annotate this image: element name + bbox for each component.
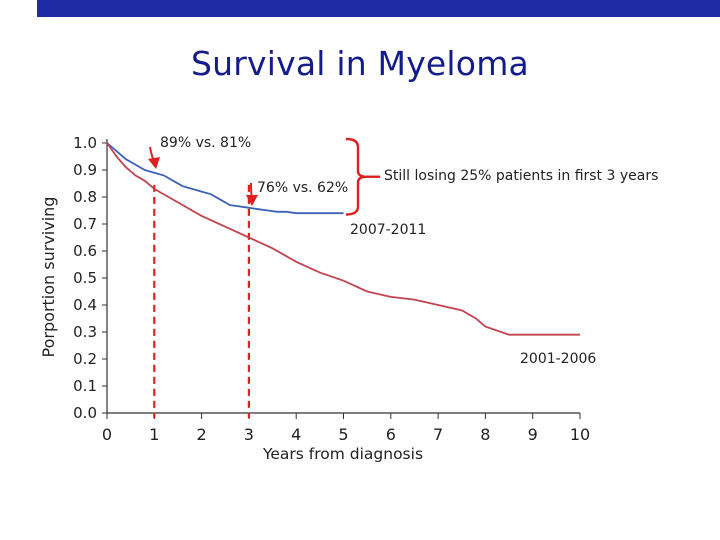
y-tick-label: 0.6 (73, 242, 97, 260)
marker-2-label: 76% vs. 62% (257, 180, 348, 196)
x-tick-label: 9 (528, 425, 538, 444)
y-tick-label: 0.3 (73, 323, 97, 341)
y-axis-label: Porportion surviving (39, 197, 58, 358)
marker-lines (153, 184, 250, 418)
top-accent-bar (37, 0, 720, 17)
y-tick-label: 0.8 (73, 188, 97, 206)
bracket-annotation: Still losing 25% patients in first 3 yea… (384, 168, 658, 184)
series-label-2007-2011: 2007-2011 (350, 222, 426, 238)
x-tick-label: 7 (433, 425, 443, 444)
x-tick-label: 2 (197, 425, 207, 444)
x-tick-label: 10 (570, 425, 590, 444)
x-tick-label: 5 (338, 425, 348, 444)
series-lines (106, 142, 580, 336)
series-line-2007-2011 (106, 142, 344, 215)
y-ticks: 0.0 0.1 0.2 0.3 0.4 0.5 0.6 0.7 0.8 0.9 1.0 (73, 134, 107, 422)
series-label-2001-2006: 2001-2006 (520, 351, 596, 367)
x-tick-label: 6 (386, 425, 396, 444)
x-axis-label: Years from diagnosis (262, 445, 423, 463)
x-tick-label: 4 (291, 425, 301, 444)
y-tick-label: 0.0 (73, 404, 97, 422)
x-tick-label: 1 (149, 425, 159, 444)
y-tick-label: 0.5 (73, 269, 97, 287)
marker-1-label: 89% vs. 81% (160, 135, 251, 151)
arrow-1-head (148, 157, 160, 169)
arrow-2-head (246, 195, 258, 206)
bracket (345, 137, 367, 216)
y-tick-label: 1.0 (73, 134, 97, 152)
chart-labels: Porportion surviving Years from diagnosi… (39, 135, 658, 463)
series-line-2001-2006 (106, 142, 580, 336)
y-tick-label: 0.1 (73, 377, 97, 395)
x-ticks: 0 1 2 3 4 5 6 7 8 9 10 (102, 413, 590, 444)
annotation-arrows (148, 137, 380, 216)
x-tick-label: 3 (244, 425, 254, 444)
x-tick-label: 8 (480, 425, 490, 444)
slide-title: Survival in Myeloma (191, 44, 529, 83)
y-tick-label: 0.9 (73, 161, 97, 179)
y-tick-label: 0.2 (73, 350, 97, 368)
y-tick-label: 0.7 (73, 215, 97, 233)
x-tick-label: 0 (102, 425, 112, 444)
y-tick-label: 0.4 (73, 296, 97, 314)
